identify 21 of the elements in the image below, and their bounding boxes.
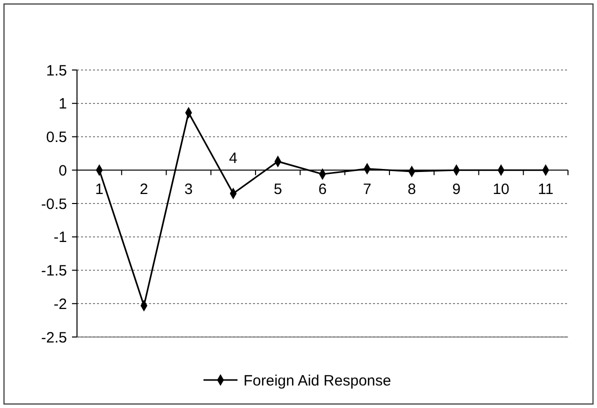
x-tick-label: 2 <box>140 181 148 198</box>
x-tick-label: 8 <box>408 181 416 198</box>
y-tick-label: -2.5 <box>41 329 67 346</box>
y-tick-label: 1.5 <box>46 62 67 80</box>
x-tick-label: 3 <box>184 181 193 198</box>
y-tick-label: -0.5 <box>41 196 67 213</box>
legend-label: Foreign Aid Response <box>244 372 392 390</box>
x-tick-label: 9 <box>452 181 461 198</box>
x-tick-label: 7 <box>362 181 372 198</box>
y-tick-label: 0 <box>58 162 67 180</box>
y-tick-label: -2 <box>54 296 67 313</box>
x-tick-label: 10 <box>492 181 510 198</box>
y-tick-label: 1 <box>58 96 67 113</box>
x-tick-label: 1 <box>95 181 104 198</box>
x-tick-label: 6 <box>318 181 327 198</box>
x-tick-label: 4 <box>229 150 238 168</box>
x-tick-label: 5 <box>274 181 282 198</box>
y-tick-label: -1 <box>54 229 67 246</box>
y-tick-label: 0.5 <box>46 129 67 146</box>
x-tick-label: 11 <box>538 181 554 198</box>
y-tick-label: -1.5 <box>41 262 67 280</box>
